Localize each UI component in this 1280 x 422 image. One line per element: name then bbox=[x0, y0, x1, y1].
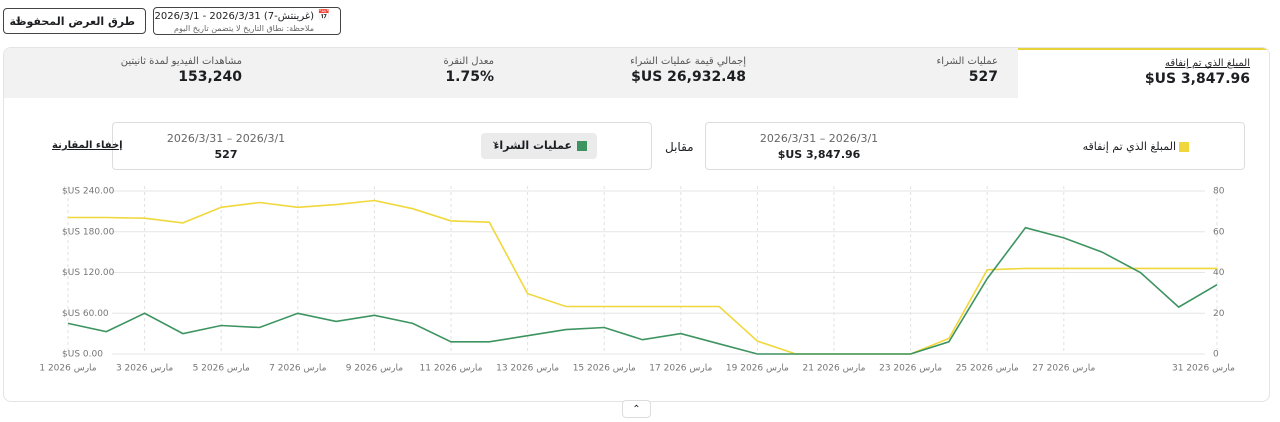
series-line bbox=[68, 199, 1217, 355]
calendar-icon: 📅 bbox=[317, 10, 330, 21]
date-range: 2026/3/1 - 2026/3/31 (غرينتش-7) bbox=[154, 11, 314, 22]
y-tick-label: $US 60.00 bbox=[62, 309, 109, 319]
metric-tabs: المبلغ الذي تم إنفاقه $US 3,847.96 عمليات… bbox=[4, 48, 1269, 98]
metric-tab[interactable]: عمليات الشراء 527 bbox=[766, 48, 1018, 98]
collapse-button[interactable]: ⌃ bbox=[622, 400, 651, 418]
metric-label: مشاهدات الفيديو لمدة ثانيتين bbox=[120, 56, 242, 67]
metric-label: المبلغ الذي تم إنفاقه bbox=[1165, 58, 1250, 69]
y2-tick-label: 20 bbox=[1213, 309, 1225, 319]
metric-label: معدل النقرة bbox=[443, 56, 494, 67]
metric-tab[interactable]: معدل النقرة 1.75% bbox=[262, 48, 514, 98]
versus-label: مقابل bbox=[665, 140, 694, 154]
legend-swatch bbox=[577, 141, 587, 151]
metric-value: 153,240 bbox=[178, 69, 242, 85]
x-tick-label: 15 مارس 2026 bbox=[573, 364, 636, 374]
y-tick-label: $US 180.00 bbox=[62, 227, 115, 237]
metric-tab[interactable]: مشاهدات الفيديو لمدة ثانيتين 153,240 bbox=[10, 48, 262, 98]
y2-tick-label: 40 bbox=[1213, 268, 1225, 278]
legend-swatch bbox=[1179, 142, 1189, 152]
metric-tab[interactable]: إجمالي قيمة عمليات الشراء $US 26,932.48 bbox=[514, 48, 766, 98]
primary-value: $US 3,847.96 bbox=[777, 148, 861, 161]
series-line bbox=[67, 226, 1218, 355]
metric-value: $US 26,932.48 bbox=[631, 69, 746, 85]
y-tick-label: $US 240.00 bbox=[62, 187, 115, 197]
x-tick-label: 19 مارس 2026 bbox=[726, 364, 789, 374]
saved-views-label: طرق العرض المحفوظة bbox=[9, 15, 136, 28]
x-tick-label: 1 مارس 2026 bbox=[39, 364, 96, 374]
y-tick-label: $US 0.00 bbox=[62, 350, 103, 360]
legend-label: عمليات الشراء bbox=[493, 139, 572, 152]
metric-value: 1.75% bbox=[445, 69, 494, 85]
secondary-value: 527 bbox=[214, 148, 238, 161]
metric-value: $US 3,847.96 bbox=[1144, 71, 1250, 87]
y2-tick-label: 60 bbox=[1213, 227, 1225, 237]
x-tick-label: 9 مارس 2026 bbox=[346, 364, 403, 374]
secondary-date: 2026/3/31 – 2026/3/1 bbox=[166, 132, 286, 145]
saved-views-button[interactable]: ⌄ طرق العرض المحفوظة bbox=[3, 8, 146, 34]
legend-label: المبلغ الذي تم إنفاقه bbox=[1082, 140, 1176, 153]
x-tick-label: 11 مارس 2026 bbox=[420, 364, 483, 374]
x-tick-label: 5 مارس 2026 bbox=[193, 364, 250, 374]
x-tick-label: 3 مارس 2026 bbox=[116, 364, 173, 374]
y2-tick-label: 0 bbox=[1213, 350, 1219, 360]
primary-metric-box: المبلغ الذي تم إنفاقه 2026/3/31 – 2026/3… bbox=[705, 122, 1245, 170]
x-tick-label: 23 مارس 2026 bbox=[879, 364, 942, 374]
date-range-button[interactable]: 📅 2026/3/1 - 2026/3/31 (غرينتش-7) ملاحظة… bbox=[153, 7, 341, 35]
date-note: ملاحظة: نطاق التاريخ لا يتضمن تاريخ اليو… bbox=[174, 24, 314, 33]
x-tick-label: 31 مارس 2026 bbox=[1172, 364, 1235, 374]
metric-dropdown[interactable]: عمليات الشراء ⌄ bbox=[481, 133, 597, 159]
x-tick-label: 21 مارس 2026 bbox=[803, 364, 866, 374]
metric-label: عمليات الشراء bbox=[936, 56, 998, 67]
hide-comparison-link[interactable]: إخفاء المقارنة bbox=[52, 140, 123, 151]
x-tick-label: 13 مارس 2026 bbox=[496, 364, 559, 374]
chevron: ⌄ bbox=[14, 14, 23, 25]
metric-label: إجمالي قيمة عمليات الشراء bbox=[630, 56, 746, 67]
y-tick-label: $US 120.00 bbox=[62, 268, 115, 278]
metric-value: 527 bbox=[968, 69, 998, 85]
x-tick-label: 25 مارس 2026 bbox=[956, 364, 1019, 374]
x-tick-label: 17 مارس 2026 bbox=[649, 364, 712, 374]
x-tick-label: 7 مارس 2026 bbox=[269, 364, 326, 374]
metric-tab[interactable]: المبلغ الذي تم إنفاقه $US 3,847.96 bbox=[1018, 48, 1269, 98]
chevron: ⌄ bbox=[491, 136, 500, 147]
primary-date: 2026/3/31 – 2026/3/1 bbox=[759, 132, 879, 145]
x-tick-label: 27 مارس 2026 bbox=[1032, 364, 1095, 374]
y2-tick-label: 80 bbox=[1213, 187, 1225, 197]
secondary-metric-box: عمليات الشراء ⌄ 2026/3/31 – 2026/3/1 527 bbox=[112, 122, 652, 170]
